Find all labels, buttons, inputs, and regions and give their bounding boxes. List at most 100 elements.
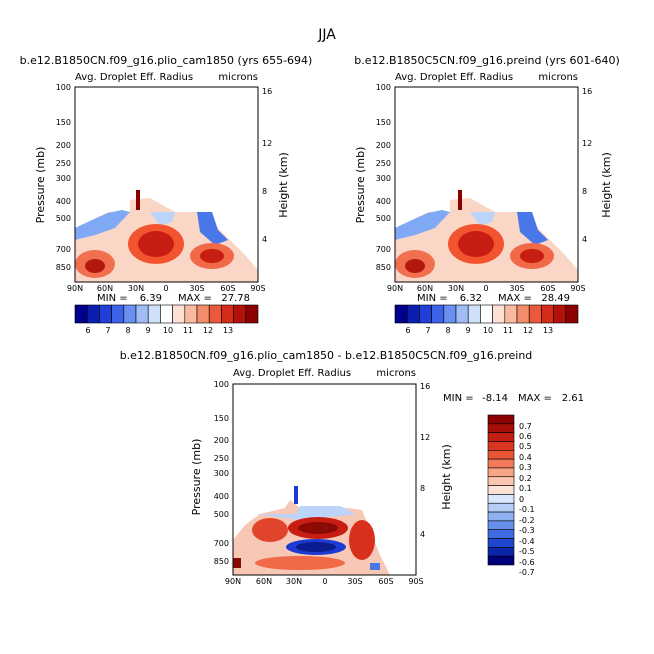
panel-1-colorbar-swatch: [160, 304, 173, 324]
panel-3-y-tick-label: 700: [214, 539, 229, 548]
panel-1-x-tick-label: 90N: [67, 284, 83, 293]
panel-2-y-tick-label: 150: [376, 118, 391, 127]
panel-2-colorbar: [394, 304, 579, 324]
panel-2-max-value: 28.49: [541, 293, 570, 304]
panel-1-colorbar-swatch: [208, 304, 222, 324]
panel-3-y-tick-label: 300: [214, 469, 229, 478]
panel-2-min-max: MIN = 6.32 MAX = 28.49: [417, 293, 570, 304]
panel-1-y-axis-right: 16 12 8 4: [262, 87, 272, 244]
panel-3-corner: [233, 558, 241, 568]
panel-1-y-tick-label: 300: [56, 174, 71, 183]
panel-2-x-tick-label: 30N: [448, 284, 464, 293]
panel-1-colorbar-label: 12: [203, 326, 213, 335]
panel-1-colorbar-label: 7: [105, 326, 110, 335]
panel-2-colorbar-label: 7: [425, 326, 430, 335]
panel-3-x-tick-label: 30N: [286, 577, 302, 586]
panel-3-min-max: MIN = -8.14 MAX = 2.61: [443, 393, 584, 404]
panel-3-title: b.e12.B1850CN.f09_g16.plio_cam1850 - b.e…: [120, 349, 533, 362]
panel-2-colorbar-label: 12: [523, 326, 533, 335]
panel-1-colorbar-label: 13: [223, 326, 233, 335]
panel-2-colorbar-label: 10: [483, 326, 493, 335]
panel-2-plot-frame: [394, 86, 579, 283]
panel-1-y-tick-label: 150: [56, 118, 71, 127]
panel-1-colorbar-swatch: [111, 304, 125, 324]
panel-1-colorbar-label: 10: [163, 326, 173, 335]
panel-3-colorbar: [487, 414, 515, 566]
panel-1-colorbar-label: 11: [183, 326, 193, 335]
panel-1-colorbar-label: 6: [85, 326, 90, 335]
panel-2-min-label: MIN =: [417, 293, 448, 304]
panel-1-height-tick-label: 8: [262, 187, 267, 196]
panel-2-blue-edge-right: [517, 212, 548, 245]
panel-2-core-main-inner: [458, 231, 494, 257]
panel-1-x-tick-label: 90S: [250, 284, 265, 293]
panel-3-y-axis-title: Pressure (mb): [190, 439, 203, 516]
panel-2-colorbar-label: 13: [543, 326, 553, 335]
panel-1-x-tick-label: 60N: [97, 284, 113, 293]
panel-3-x-tick-label: 90N: [225, 577, 241, 586]
panel-2-units-label: microns: [538, 72, 578, 83]
panel-1-core-left-inner: [85, 259, 105, 273]
panel-3-colorbar-label: 0.4: [519, 453, 532, 462]
panel-1-colorbar-swatch: [135, 304, 149, 324]
panel-1-units-label: microns: [218, 72, 258, 83]
panel-1-colorbar-label: 9: [145, 326, 150, 335]
panel-2-colorbar-swatch: [541, 304, 554, 324]
panel-3-colorbar-swatch: [487, 529, 515, 539]
panel-1-y-tick-label: 700: [56, 245, 71, 254]
panel-3-x-tick-label: 60N: [256, 577, 272, 586]
panel-1-y-axis: 100 150 200 250 300 400 500 700 850: [56, 83, 71, 272]
panel-3-colorbar-label: -0.4: [519, 537, 535, 546]
panel-2-height-axis-title: Height (km): [600, 152, 613, 218]
panel-2-y-axis: 100 150 200 250 300 400 500 700 850: [376, 83, 391, 272]
panel-3-height-tick-label: 16: [420, 382, 430, 391]
panel-2-colorbar-swatch: [565, 304, 579, 324]
panel-1-x-tick-label: 0: [163, 284, 168, 293]
panel-1-height-tick-label: 12: [262, 139, 272, 148]
panel-2-y-tick-label: 700: [376, 245, 391, 254]
panel-3-colorbar-swatch: [487, 502, 515, 513]
panel-1-x-tick-label: 30N: [128, 284, 144, 293]
panel-2-colorbar-label: 9: [465, 326, 470, 335]
panel-1-y-tick-label: 250: [56, 159, 71, 168]
panel-3-colorbar-swatch: [487, 511, 515, 522]
panel-1-plot-frame: [74, 86, 259, 283]
panel-2-colorbar-swatch: [431, 304, 445, 324]
panel-2-x-tick-label: 90N: [387, 284, 403, 293]
panel-3-lower-red: [255, 556, 345, 570]
panel-3-height-axis-title: Height (km): [440, 444, 453, 510]
panel-3-colorbar-swatch: [487, 467, 515, 478]
panel-3-y-tick-label: 100: [214, 380, 229, 389]
panel-1-min-value: 6.39: [140, 293, 162, 304]
panel-2-y-tick-label: 850: [376, 263, 391, 272]
panel-2-colorbar-labels: 6 7 8 9 10 11 12 13: [405, 326, 553, 335]
panel-2-x-tick-label: 60S: [540, 284, 555, 293]
panel-2-colorbar-swatch: [492, 304, 506, 324]
panel-2-core-left-inner: [405, 259, 425, 273]
panel-3-colorbar-swatch: [487, 423, 515, 433]
panel-1-field: [75, 87, 258, 282]
panel-3-colorbar-swatch: [487, 476, 515, 486]
panel-3-colorbar-swatch: [487, 441, 515, 451]
panel-2-y-tick-label: 200: [376, 141, 391, 150]
panel-3-colorbar-label: 0.5: [519, 442, 532, 451]
panel-3-spike: [294, 486, 298, 504]
panel-3-y-tick-label: 850: [214, 557, 229, 566]
panel-3-y-tick-label: 500: [214, 510, 229, 519]
panel-3-colorbar-label: 0.1: [519, 484, 532, 493]
panel-1-colorbar-swatch: [233, 304, 247, 324]
panel-2-height-tick-label: 16: [582, 87, 592, 96]
panel-3-field: [233, 384, 416, 575]
panel-1-y-tick-label: 200: [56, 141, 71, 150]
panel-3-x-tick-label: 90S: [408, 577, 423, 586]
panel-2-y-tick-label: 100: [376, 83, 391, 92]
panel-3-height-tick-label: 4: [420, 530, 425, 539]
panel-2-colorbar-swatch: [516, 304, 530, 324]
panel-3: b.e12.B1850CN.f09_g16.plio_cam1850 - b.e…: [120, 349, 584, 586]
panel-3-x-axis: 90N 60N 30N 0 30S 60S 90S: [225, 577, 424, 586]
panel-3-min-value: -8.14: [482, 393, 508, 404]
panel-2-y-tick-label: 500: [376, 214, 391, 223]
panel-2-x-tick-label: 0: [483, 284, 488, 293]
panel-1-y-tick-label: 400: [56, 197, 71, 206]
panel-3-y-tick-label: 150: [214, 414, 229, 423]
